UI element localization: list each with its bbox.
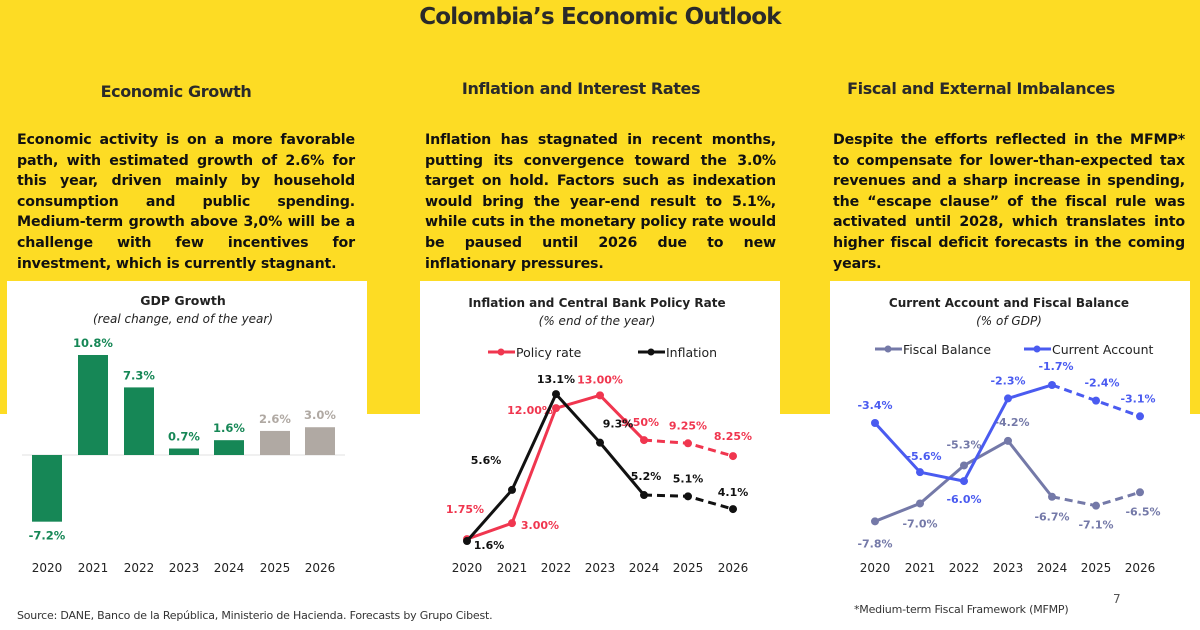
balance-chart-panel	[830, 281, 1190, 581]
fiscal-text: Despite the efforts reflected in the MFM…	[833, 132, 1185, 272]
economic-growth-heading: Economic Growth	[100, 82, 252, 101]
page-title: Colombia’s Economic Outlook	[419, 4, 781, 30]
footnote: *Medium-term Fiscal Framework (MFMP)	[854, 603, 1069, 616]
inflation-heading: Inflation and Interest Rates	[461, 79, 701, 98]
gdp-chart-panel	[7, 281, 367, 581]
page-number: 7	[1113, 592, 1121, 606]
economic-growth-text: Economic activity is on a more favorable…	[17, 132, 355, 272]
inflation-chart-panel	[420, 281, 780, 581]
inflation-text: Inflation has stagnated in recent months…	[425, 132, 776, 272]
fiscal-heading: Fiscal and External Imbalances	[847, 79, 1115, 98]
source-note: Source: DANE, Banco de la República, Min…	[17, 609, 493, 622]
